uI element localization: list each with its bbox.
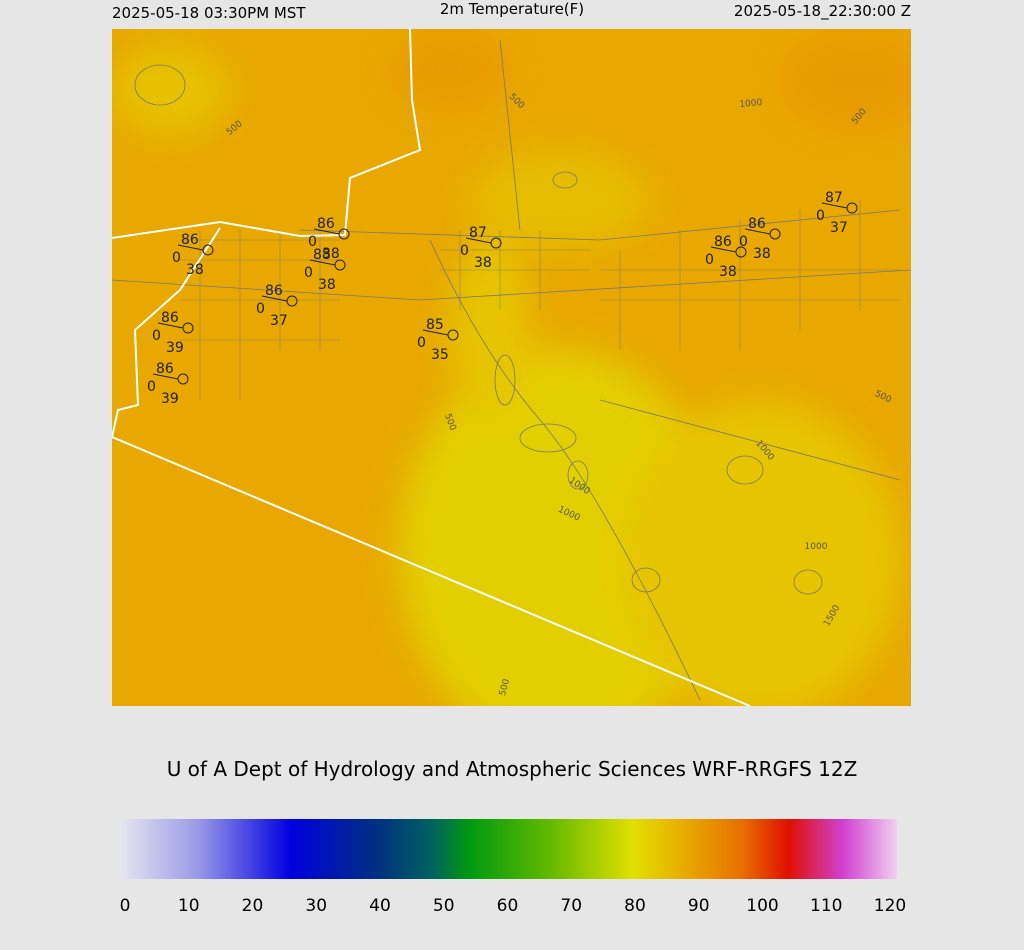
map-title: 2m Temperature(F)	[440, 0, 584, 18]
temperature: 86	[161, 310, 179, 326]
wind-barb	[710, 246, 737, 253]
colorbar-tick-label: 40	[369, 896, 391, 916]
colorbar-tick-label: 10	[178, 896, 200, 916]
dewpoint: 38	[322, 246, 340, 262]
wind-barb	[821, 202, 848, 209]
temperature: 86	[317, 216, 335, 232]
colorbar-tick-label: 60	[497, 896, 519, 916]
map-field	[112, 29, 911, 706]
valid-time-local: 2025-05-18 03:30PM MST	[112, 4, 306, 22]
station-plots: 8603886038880388603786039860398503587038…	[147, 190, 858, 407]
wind-speed: 0	[308, 234, 317, 250]
wind-speed: 0	[172, 250, 181, 266]
colorbar	[120, 819, 897, 879]
wind-barb	[309, 259, 336, 266]
colorbar-tick-label: 70	[560, 896, 582, 916]
temperature: 88	[313, 247, 331, 263]
footer-credit: U of A Dept of Hydrology and Atmospheric…	[167, 757, 858, 781]
temperature: 86	[714, 234, 732, 250]
colorbar-tick-label: 90	[688, 896, 710, 916]
wind-speed: 0	[739, 234, 748, 250]
temperature: 86	[156, 361, 174, 377]
colorbar-tick-label: 0	[120, 896, 131, 916]
wind-barb	[313, 228, 340, 235]
wind-barb	[157, 322, 184, 329]
wind-speed: 0	[816, 208, 825, 224]
dewpoint: 37	[830, 220, 848, 236]
dewpoint: 38	[474, 255, 492, 271]
wind-speed: 0	[256, 301, 265, 317]
wind-barb	[152, 373, 179, 380]
dewpoint: 37	[270, 313, 288, 329]
wind-barb	[744, 228, 771, 235]
wind-speed: 0	[460, 243, 469, 259]
dewpoint: 38	[719, 264, 737, 280]
valid-time-utc: 2025-05-18_22:30:00 Z	[734, 2, 911, 21]
colorbar-tick-label: 50	[433, 896, 455, 916]
dewpoint: 39	[166, 340, 184, 356]
contour-label: 1000	[805, 542, 828, 552]
colorbar-tick-label: 100	[746, 896, 778, 916]
wind-barb	[261, 295, 288, 302]
colorbar-tick-label: 30	[305, 896, 327, 916]
wind-speed: 0	[304, 265, 313, 281]
wind-speed: 0	[152, 328, 161, 344]
dewpoint: 38	[318, 277, 336, 293]
temperature: 87	[469, 225, 487, 241]
colorbar-tick-label: 120	[874, 896, 906, 916]
colorbar-tick-label: 80	[624, 896, 646, 916]
colorbar-tick-label: 20	[242, 896, 264, 916]
wind-barb	[422, 329, 449, 336]
dewpoint: 39	[161, 391, 179, 407]
temperature: 86	[748, 216, 766, 232]
wind-barb	[177, 244, 204, 251]
wind-speed: 0	[417, 335, 426, 351]
colorbar-ticks: 0 10 20 30 40 50 60 70 80 90 100 110 120	[120, 896, 907, 916]
dewpoint: 35	[431, 347, 449, 363]
dewpoint: 38	[186, 262, 204, 278]
colorbar-tick-label: 110	[810, 896, 842, 916]
contour-label: 1000	[739, 98, 763, 110]
temperature: 86	[181, 232, 199, 248]
dewpoint: 38	[753, 246, 771, 262]
temperature: 85	[426, 317, 444, 333]
temperature: 86	[265, 283, 283, 299]
wind-barb	[465, 237, 492, 244]
temperature: 87	[825, 190, 843, 206]
contour-label: 500	[498, 678, 512, 697]
wind-speed: 0	[705, 252, 714, 268]
wind-speed: 0	[147, 379, 156, 395]
